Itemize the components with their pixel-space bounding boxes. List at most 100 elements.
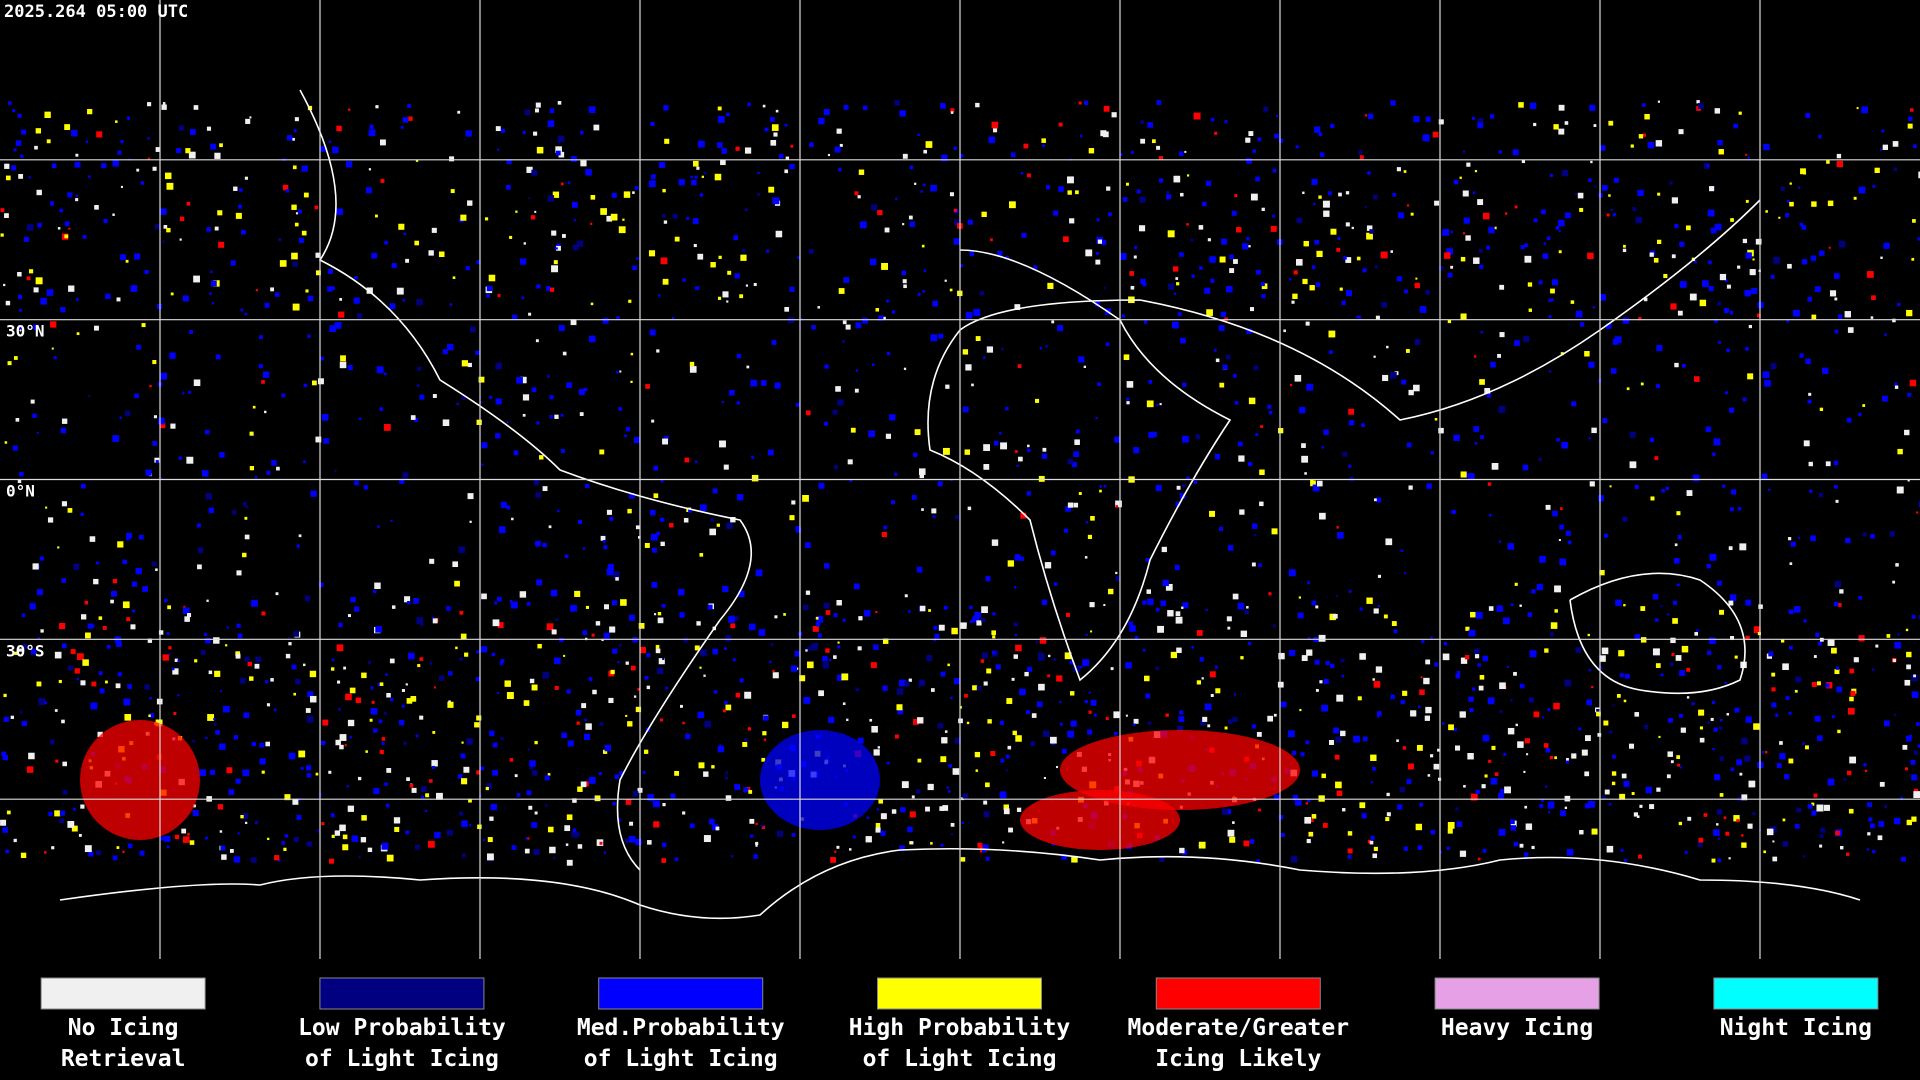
cloud-speckle	[523, 242, 527, 245]
cloud-speckle	[1588, 361, 1595, 368]
cloud-speckle	[33, 324, 39, 330]
cloud-speckle	[127, 116, 130, 120]
cloud-speckle	[160, 836, 165, 841]
cloud-speckle	[530, 215, 536, 220]
cloud-speckle	[475, 676, 480, 682]
cloud-speckle	[349, 687, 356, 694]
cloud-speckle	[578, 388, 585, 396]
cloud-speckle	[1009, 201, 1016, 209]
cloud-speckle	[585, 723, 592, 730]
cloud-speckle	[1602, 418, 1608, 424]
cloud-speckle	[405, 830, 410, 835]
cloud-speckle	[429, 661, 433, 665]
cloud-speckle	[1528, 697, 1534, 703]
cloud-speckle	[850, 427, 856, 433]
cloud-speckle	[1, 751, 7, 757]
cloud-speckle	[1753, 626, 1761, 634]
cloud-speckle	[807, 646, 812, 651]
cloud-speckle	[1172, 266, 1179, 272]
cloud-speckle	[1204, 287, 1211, 294]
cloud-speckle	[603, 539, 606, 543]
cloud-speckle	[1723, 816, 1727, 820]
cloud-speckle	[1459, 176, 1462, 179]
cloud-speckle	[393, 817, 401, 824]
cloud-speckle	[889, 414, 896, 421]
cloud-speckle	[1907, 123, 1913, 129]
cloud-speckle	[1253, 365, 1259, 371]
cloud-speckle	[1808, 461, 1813, 467]
cloud-speckle	[1366, 225, 1373, 231]
cloud-speckle	[1718, 149, 1724, 155]
cloud-speckle	[1811, 681, 1817, 687]
cloud-speckle	[10, 715, 14, 719]
cloud-speckle	[1053, 582, 1058, 586]
cloud-speckle	[228, 789, 235, 795]
cloud-speckle	[1525, 823, 1533, 830]
cloud-speckle	[1805, 358, 1811, 365]
cloud-speckle	[1879, 781, 1885, 787]
cloud-speckle	[424, 809, 427, 813]
cloud-speckle	[791, 500, 796, 505]
cloud-speckle	[1045, 345, 1048, 348]
cloud-speckle	[312, 380, 317, 386]
cloud-speckle	[337, 680, 341, 684]
cloud-speckle	[173, 711, 177, 715]
cloud-speckle	[656, 667, 664, 675]
cloud-speckle	[1686, 667, 1691, 672]
cloud-speckle	[1473, 355, 1477, 358]
cloud-speckle	[206, 126, 212, 131]
cloud-speckle	[1084, 100, 1089, 106]
cloud-speckle	[1063, 528, 1069, 533]
cloud-speckle	[262, 371, 270, 378]
cloud-speckle	[1764, 750, 1768, 754]
cloud-speckle	[240, 814, 244, 819]
cloud-speckle	[209, 292, 212, 295]
cloud-speckle	[937, 723, 944, 729]
cloud-speckle	[633, 436, 641, 444]
cloud-speckle	[555, 150, 561, 156]
cloud-speckle	[764, 127, 769, 132]
cloud-speckle	[778, 153, 784, 159]
cloud-speckle	[1364, 114, 1368, 117]
cloud-speckle	[908, 610, 911, 613]
cloud-speckle	[328, 140, 332, 144]
cloud-speckle	[88, 175, 91, 178]
cloud-speckle	[142, 586, 148, 592]
cloud-speckle	[923, 269, 927, 273]
cloud-speckle	[532, 770, 538, 776]
cloud-speckle	[1221, 808, 1229, 815]
cloud-speckle	[855, 369, 858, 372]
cloud-speckle	[37, 637, 41, 640]
cloud-speckle	[1422, 134, 1430, 142]
cloud-speckle	[817, 633, 822, 638]
cloud-speckle	[1893, 713, 1896, 717]
cloud-speckle	[884, 227, 890, 233]
cloud-speckle	[1252, 149, 1256, 153]
cloud-speckle	[900, 807, 906, 813]
cloud-speckle	[1482, 655, 1489, 662]
cloud-speckle	[1110, 667, 1114, 671]
cloud-speckle	[1906, 664, 1911, 670]
cloud-speckle	[1589, 104, 1596, 111]
cloud-speckle	[320, 356, 325, 361]
cloud-speckle	[547, 120, 555, 127]
cloud-speckle	[1558, 128, 1565, 135]
cloud-speckle	[1838, 240, 1846, 248]
cloud-speckle	[306, 773, 312, 778]
cloud-speckle	[1643, 297, 1648, 302]
cloud-speckle	[1561, 169, 1569, 177]
cloud-speckle	[1652, 648, 1660, 656]
cloud-speckle	[652, 800, 660, 808]
cloud-speckle	[36, 681, 42, 687]
cloud-speckle	[1021, 232, 1027, 238]
cloud-speckle	[1819, 407, 1824, 412]
cloud-speckle	[1900, 796, 1904, 800]
cloud-speckle	[849, 848, 852, 851]
cloud-speckle	[1831, 647, 1837, 654]
cloud-speckle	[1348, 464, 1352, 468]
cloud-speckle	[725, 795, 732, 801]
cloud-speckle	[1293, 270, 1298, 275]
cloud-speckle	[122, 601, 130, 609]
cloud-speckle	[1554, 585, 1561, 593]
cloud-speckle	[1631, 792, 1635, 795]
